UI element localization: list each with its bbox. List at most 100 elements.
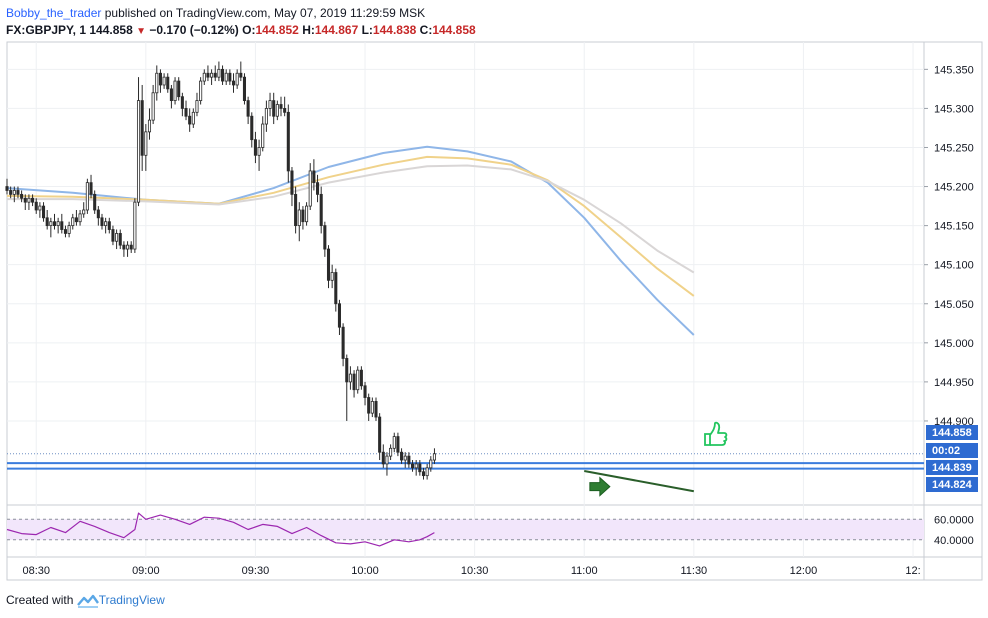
candle bbox=[334, 268, 338, 312]
candle bbox=[136, 77, 141, 207]
price-chart[interactable]: 08:30 09:00 09:30 10:00 10:30 11:00 11:30 12:00… bbox=[0, 0, 988, 590]
author-link[interactable]: Bobby_the_trader bbox=[6, 6, 102, 20]
candle bbox=[301, 206, 305, 230]
candle-body-up bbox=[27, 197, 31, 203]
price-tick-label: 145.200 bbox=[934, 182, 974, 194]
candle bbox=[107, 217, 111, 234]
down-arrow-icon: ▼ bbox=[136, 26, 147, 37]
candle-body-down bbox=[34, 201, 38, 211]
candle bbox=[104, 217, 108, 234]
candle bbox=[177, 77, 181, 101]
candle-body-up bbox=[144, 131, 148, 156]
candle-body-up bbox=[38, 205, 42, 211]
candle-body-up bbox=[49, 221, 53, 227]
chart-frame bbox=[6, 41, 983, 581]
rsi-tick-label: 60.0000 bbox=[934, 514, 974, 526]
candle bbox=[323, 221, 327, 257]
moving-average-line bbox=[6, 145, 695, 336]
candle bbox=[74, 209, 78, 226]
candle-body-down bbox=[352, 373, 356, 391]
horizontal-levels[interactable] bbox=[7, 453, 924, 470]
candle bbox=[224, 69, 228, 85]
candle bbox=[337, 299, 341, 336]
tradingview-brand[interactable]: TradingView bbox=[98, 593, 165, 607]
candle bbox=[330, 264, 334, 289]
candle bbox=[367, 393, 371, 421]
candle-body-up bbox=[210, 72, 214, 78]
candle bbox=[34, 198, 38, 214]
drawings[interactable] bbox=[584, 421, 728, 497]
price-tick-label: 145.100 bbox=[934, 260, 974, 272]
price-tick-label: 145.050 bbox=[934, 299, 974, 311]
candle-body-up bbox=[348, 373, 352, 383]
candle bbox=[184, 100, 188, 121]
chart-axes: 08:30 09:00 09:30 10:00 10:30 11:00 11:30 12:00… bbox=[22, 64, 978, 577]
candle-body-up bbox=[151, 92, 155, 121]
candle bbox=[38, 202, 42, 218]
candle bbox=[312, 159, 316, 191]
candle bbox=[392, 432, 396, 453]
candle-body-up bbox=[71, 217, 75, 227]
candle-body-up bbox=[257, 147, 261, 156]
candle-body-down bbox=[20, 193, 24, 199]
candle bbox=[27, 194, 31, 210]
price-label: 144.858 bbox=[926, 425, 978, 440]
candle-body-down bbox=[42, 205, 46, 219]
candle bbox=[126, 241, 130, 257]
candle bbox=[213, 65, 217, 82]
candle-body-down bbox=[158, 72, 162, 86]
candle-body-down bbox=[359, 369, 363, 387]
candle-body-down bbox=[418, 463, 422, 473]
created-with-text: Created with bbox=[6, 593, 74, 607]
candle bbox=[63, 225, 67, 238]
candle bbox=[235, 69, 239, 89]
candle-body-up bbox=[224, 72, 228, 82]
candle-body-down bbox=[345, 358, 349, 383]
candle bbox=[115, 229, 119, 250]
moving-average-line bbox=[7, 164, 695, 274]
candle-body-down bbox=[184, 108, 188, 117]
candle bbox=[100, 213, 104, 230]
candle-body-up bbox=[67, 225, 71, 234]
candle bbox=[129, 241, 133, 253]
candle bbox=[49, 217, 53, 238]
candle-body-down bbox=[118, 233, 122, 246]
price-label-bg bbox=[926, 425, 978, 440]
candle-body-down bbox=[374, 401, 378, 418]
candle bbox=[71, 213, 75, 230]
candle-body-down bbox=[242, 76, 247, 102]
candle-body-down bbox=[250, 115, 254, 141]
candle-body-down bbox=[206, 72, 210, 78]
candle bbox=[257, 139, 261, 171]
symbol-legend: FX:GBPJPY, 1 144.858 ▼ −0.170 (−0.12%) O… bbox=[6, 21, 476, 41]
candle bbox=[370, 397, 374, 418]
candle-body-down bbox=[74, 217, 78, 223]
candle-body-down bbox=[63, 229, 67, 234]
low-label: L: bbox=[361, 23, 373, 37]
candle bbox=[31, 194, 35, 207]
candle bbox=[396, 432, 400, 457]
price-tick-label: 144.950 bbox=[934, 377, 974, 389]
candle bbox=[195, 92, 199, 117]
candle bbox=[279, 96, 283, 117]
candle-body-up bbox=[429, 459, 433, 469]
candle-body-up bbox=[385, 455, 389, 465]
candles bbox=[5, 61, 436, 480]
candle-body-down bbox=[410, 463, 415, 469]
candle bbox=[410, 460, 415, 472]
candle bbox=[188, 108, 192, 132]
candle bbox=[169, 84, 173, 109]
candle bbox=[305, 202, 309, 226]
candle-body-down bbox=[407, 455, 411, 465]
candle bbox=[290, 167, 294, 207]
candle bbox=[45, 209, 49, 230]
candle-body-up bbox=[115, 233, 119, 242]
candle bbox=[403, 452, 407, 468]
candle-body-up bbox=[370, 401, 374, 414]
candle-body-down bbox=[283, 108, 287, 113]
candle-body-down bbox=[96, 209, 100, 219]
candle-body-down bbox=[100, 217, 104, 227]
candle-body-up bbox=[356, 369, 360, 391]
price-tick-label: 145.250 bbox=[934, 142, 974, 154]
candle-body-down bbox=[140, 100, 144, 156]
